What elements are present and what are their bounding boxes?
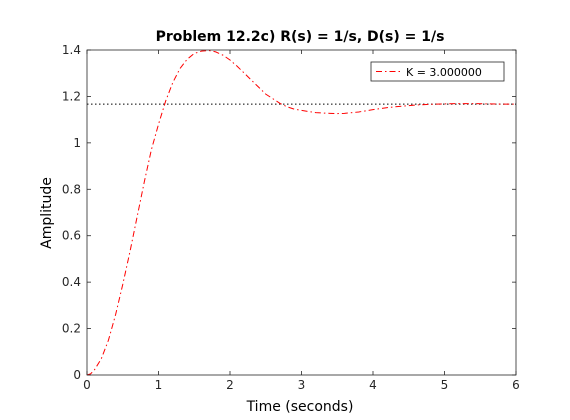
x-tick-label: 6 [512, 378, 520, 392]
legend-entry-label: K = 3.000000 [406, 66, 482, 79]
legend-box [370, 61, 505, 82]
y-tick-label: 0.2 [62, 322, 81, 336]
axis-ticks: 0 1 2 3 4 5 6 0 0.2 0.4 0.6 0.8 1 1.2 1.4 [62, 43, 520, 392]
x-tick-label: 2 [226, 378, 234, 392]
series-line-k3 [86, 49, 516, 376]
y-tick-label: 0.6 [62, 229, 81, 243]
y-tick-label: 0.8 [62, 182, 81, 196]
plot-frame [86, 49, 517, 376]
x-tick-label: 5 [441, 378, 449, 392]
y-tick-label: 1.2 [62, 89, 81, 103]
x-axis-label: Time (seconds) [246, 399, 354, 415]
y-axis-label: Amplitude [39, 177, 55, 249]
plot-area [87, 50, 516, 375]
y-tick-label: 0 [73, 368, 81, 382]
x-tick-label: 4 [369, 378, 377, 392]
x-tick-label: 0 [83, 378, 91, 392]
chart-title: Problem 12.2c) R(s) = 1/s, D(s) = 1/s [156, 29, 445, 45]
y-tick-label: 1 [73, 136, 81, 150]
y-tick-label: 0.4 [62, 275, 81, 289]
y-tick-label: 1.4 [62, 43, 81, 57]
x-tick-label: 3 [298, 378, 306, 392]
legend: K = 3.000000 [370, 61, 505, 82]
x-tick-label: 1 [155, 378, 163, 392]
